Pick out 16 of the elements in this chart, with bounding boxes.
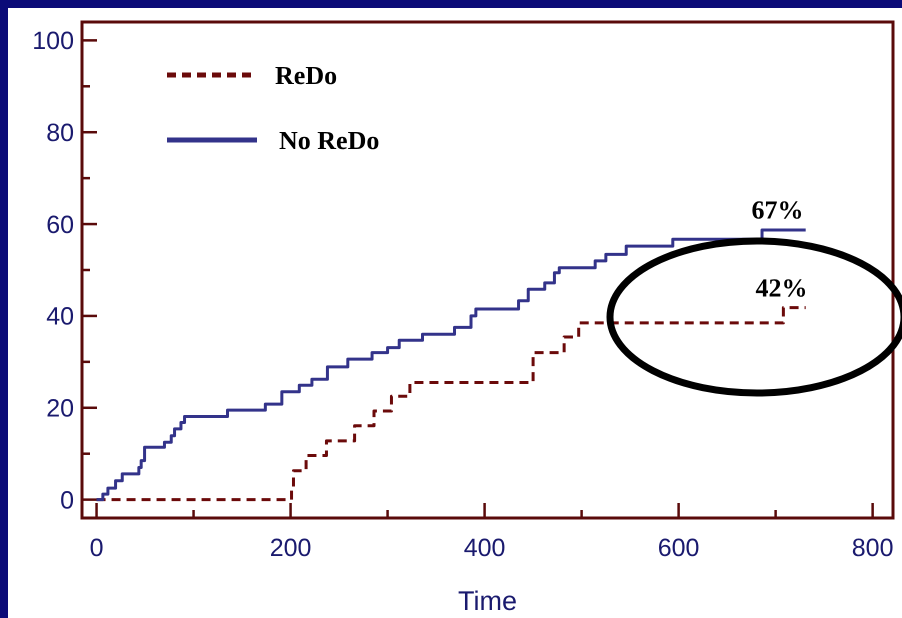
- x-tick-label: 0: [90, 534, 104, 562]
- y-tick-label: 100: [32, 27, 74, 56]
- x-tick-label: 200: [270, 534, 312, 562]
- y-tick-label: 80: [46, 118, 74, 147]
- y-tick-label: 60: [46, 210, 74, 239]
- y-tick-label: 40: [46, 302, 74, 331]
- annotation: 67%: [752, 196, 804, 225]
- x-tick-label: 600: [658, 534, 700, 562]
- y-tick-label: 20: [46, 394, 74, 423]
- legend-label: ReDo: [275, 61, 338, 90]
- x-tick-label: 800: [852, 534, 894, 562]
- y-tick-label: 0: [60, 486, 74, 514]
- x-tick-label: 400: [464, 534, 506, 562]
- legend-label: No ReDo: [279, 126, 380, 156]
- x-axis-title: Time: [458, 586, 517, 616]
- annotation: 42%: [755, 274, 808, 303]
